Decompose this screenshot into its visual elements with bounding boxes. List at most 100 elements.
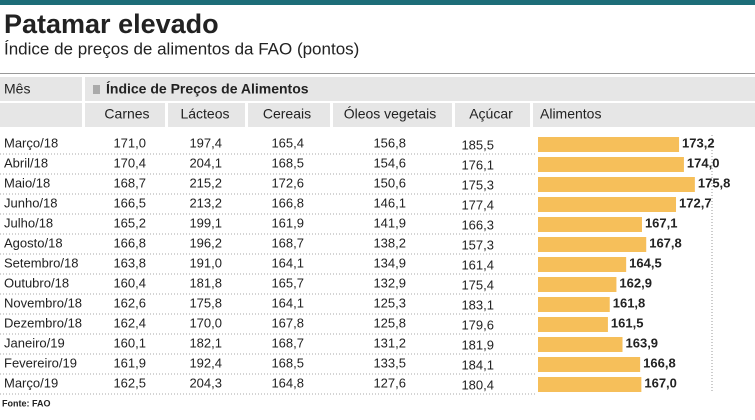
bar-label: 175,8 <box>698 175 731 190</box>
cell: 166,5 <box>113 195 146 210</box>
cell: 164,1 <box>271 295 304 310</box>
bar <box>538 257 627 272</box>
cell: 177,4 <box>461 197 494 212</box>
row-label: Março/19 <box>4 375 58 390</box>
header-band <box>0 103 82 127</box>
row-label: Março/18 <box>4 135 58 150</box>
cell: 166,8 <box>113 235 146 250</box>
cell: 138,2 <box>373 235 406 250</box>
separator <box>82 77 85 127</box>
cell: 160,4 <box>113 275 146 290</box>
bar <box>538 297 610 312</box>
cell: 199,1 <box>189 215 222 230</box>
bar-label: 167,0 <box>644 375 677 390</box>
bar <box>538 197 677 212</box>
cell: 168,7 <box>113 175 146 190</box>
cell: 150,6 <box>373 175 406 190</box>
column-header: Alimentos <box>540 106 601 122</box>
cell: 168,7 <box>271 235 304 250</box>
cell: 170,0 <box>189 315 222 330</box>
row-label: Setembro/18 <box>4 255 78 270</box>
bar-label: 161,5 <box>611 315 644 330</box>
cell: 166,3 <box>461 217 494 232</box>
row-label: Janeiro/19 <box>4 335 65 350</box>
cell: 162,4 <box>113 315 146 330</box>
cell: 132,9 <box>373 275 406 290</box>
cell: 175,3 <box>461 177 494 192</box>
cell: 179,6 <box>461 317 494 332</box>
cell: 161,4 <box>461 257 494 272</box>
cell: 184,1 <box>461 357 494 372</box>
cell: 175,4 <box>461 277 494 292</box>
bar-label: 163,9 <box>626 335 659 350</box>
bar-label: 167,8 <box>649 235 682 250</box>
cell: 164,1 <box>271 255 304 270</box>
separator <box>452 103 455 127</box>
column-header: Óleos vegetais <box>344 106 437 122</box>
row-label: Dezembro/18 <box>4 315 82 330</box>
cell: 127,6 <box>373 375 406 390</box>
bar-label: 172,7 <box>679 195 712 210</box>
bar-label: 174,0 <box>687 155 720 170</box>
row-label: Novembro/18 <box>4 295 82 310</box>
bar-label: 164,5 <box>629 255 662 270</box>
bar-label: 173,2 <box>682 135 715 150</box>
cell: 167,8 <box>271 315 304 330</box>
top-rule <box>0 0 755 5</box>
bar-label: 167,1 <box>645 215 678 230</box>
row-label: Agosto/18 <box>4 235 63 250</box>
cell: 157,3 <box>461 237 494 252</box>
cell: 125,3 <box>373 295 406 310</box>
cell: 168,5 <box>271 155 304 170</box>
bar <box>538 357 641 372</box>
separator <box>330 103 333 127</box>
row-label: Outubro/18 <box>4 275 69 290</box>
cell: 197,4 <box>189 135 222 150</box>
subtitle: Índice de preços de alimentos da FAO (po… <box>4 39 359 58</box>
cell: 163,8 <box>113 255 146 270</box>
bar <box>538 237 647 252</box>
cell: 170,4 <box>113 155 146 170</box>
cell: 166,8 <box>271 195 304 210</box>
cell: 134,9 <box>373 255 406 270</box>
cell: 165,7 <box>271 275 304 290</box>
source: Fonte: FAO <box>2 398 51 408</box>
cell: 164,8 <box>271 375 304 390</box>
cell: 204,1 <box>189 155 222 170</box>
marker <box>93 85 100 94</box>
cell: 162,5 <box>113 375 146 390</box>
bar-label: 161,8 <box>613 295 646 310</box>
cell: 141,9 <box>373 215 406 230</box>
cell: 162,6 <box>113 295 146 310</box>
cell: 146,1 <box>373 195 406 210</box>
row-label: Abril/18 <box>4 155 48 170</box>
column-header: Açúcar <box>469 106 513 122</box>
row-label: Maio/18 <box>4 175 50 190</box>
cell: 176,1 <box>461 157 494 172</box>
rule <box>0 73 755 74</box>
bar-label: 162,9 <box>619 275 652 290</box>
bar <box>538 157 684 172</box>
bar <box>538 177 695 192</box>
cell: 161,9 <box>113 355 146 370</box>
bar <box>538 277 617 292</box>
bar <box>538 317 608 332</box>
row-header: Mês <box>4 81 30 97</box>
cell: 182,1 <box>189 335 222 350</box>
cell: 183,1 <box>461 297 494 312</box>
cell: 181,9 <box>461 337 494 352</box>
cell: 204,3 <box>189 375 222 390</box>
bar <box>538 137 680 152</box>
column-header: Carnes <box>104 106 149 122</box>
column-header: Cereais <box>263 106 311 122</box>
cell: 213,2 <box>189 195 222 210</box>
bar <box>538 217 642 232</box>
cell: 156,8 <box>373 135 406 150</box>
cell: 154,6 <box>373 155 406 170</box>
cell: 172,6 <box>271 175 304 190</box>
cell: 181,8 <box>189 275 222 290</box>
group-header: Índice de Preços de Alimentos <box>106 81 309 97</box>
separator <box>165 103 168 127</box>
cell: 131,2 <box>373 335 406 350</box>
header-band <box>0 77 755 101</box>
